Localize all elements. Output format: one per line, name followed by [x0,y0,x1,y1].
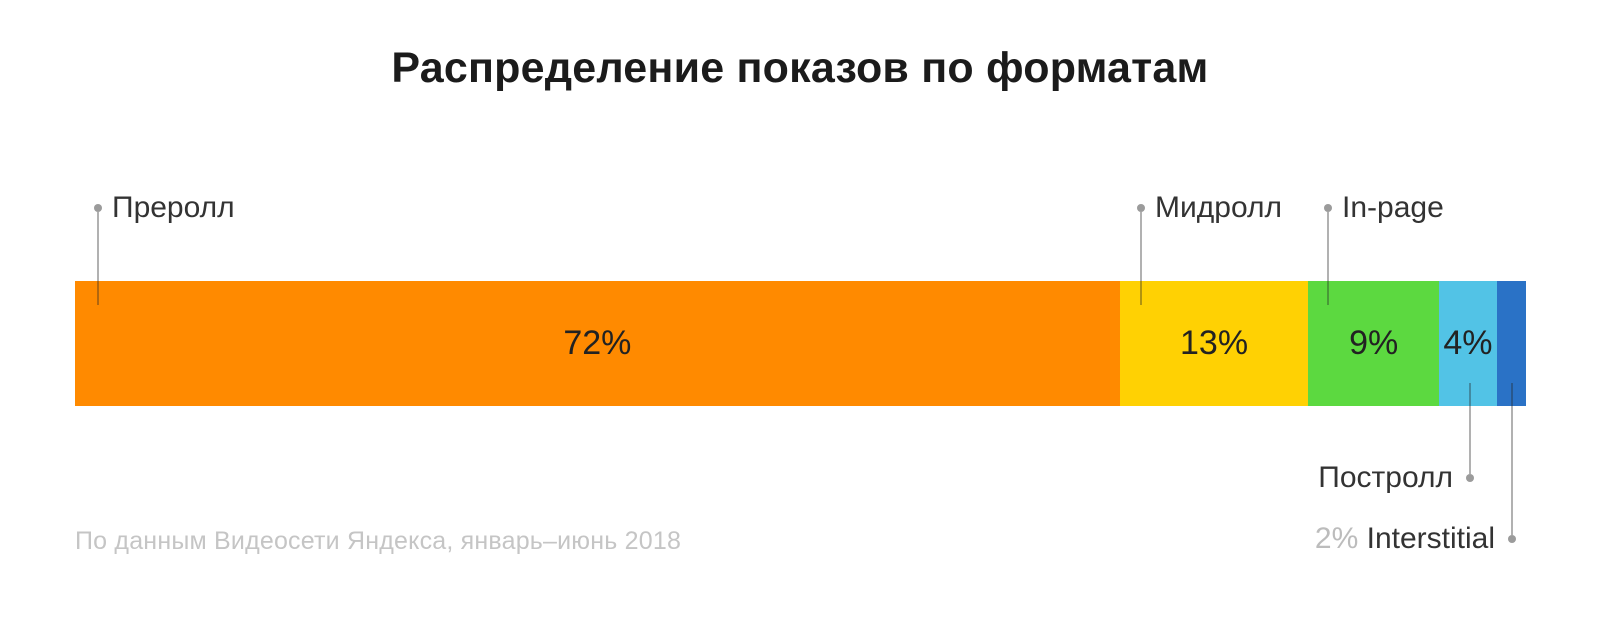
label-postroll: Постролл [1318,461,1453,494]
label-preroll: Преролл [112,191,235,224]
callout-line-preroll [97,212,99,305]
interstitial-value: 2% [1314,522,1359,555]
callout-line-midroll [1140,212,1142,305]
segment-inpage: 9% [1308,281,1439,406]
label-interstitial: 2% Interstitial [1315,523,1495,555]
segment-preroll-value: 72% [563,324,632,362]
callout-line-postroll [1469,383,1471,474]
callout-dot-postroll [1466,474,1474,482]
callout-line-inpage [1327,212,1329,305]
segment-interstitial [1496,281,1526,406]
segment-preroll: 72% [75,281,1120,406]
stacked-bar: 72% 13% 9% 4% [75,281,1526,406]
segment-postroll-value: 4% [1443,324,1493,362]
callout-dot-inpage [1324,204,1332,212]
source-note: По данным Видеосети Яндекса, январь–июнь… [75,527,682,555]
interstitial-name: Interstitial [1366,522,1495,555]
segment-midroll-value: 13% [1180,324,1249,362]
callout-dot-midroll [1137,204,1145,212]
callout-line-interstitial [1511,383,1513,535]
label-inpage: In-page [1342,191,1444,224]
callout-dot-preroll [94,204,102,212]
chart-title: Распределение показов по форматам [391,44,1209,92]
segment-inpage-value: 9% [1349,324,1399,362]
segment-postroll: 4% [1438,281,1497,406]
callout-dot-interstitial [1508,535,1516,543]
segment-midroll: 13% [1119,281,1309,406]
label-midroll: Мидролл [1155,191,1282,224]
